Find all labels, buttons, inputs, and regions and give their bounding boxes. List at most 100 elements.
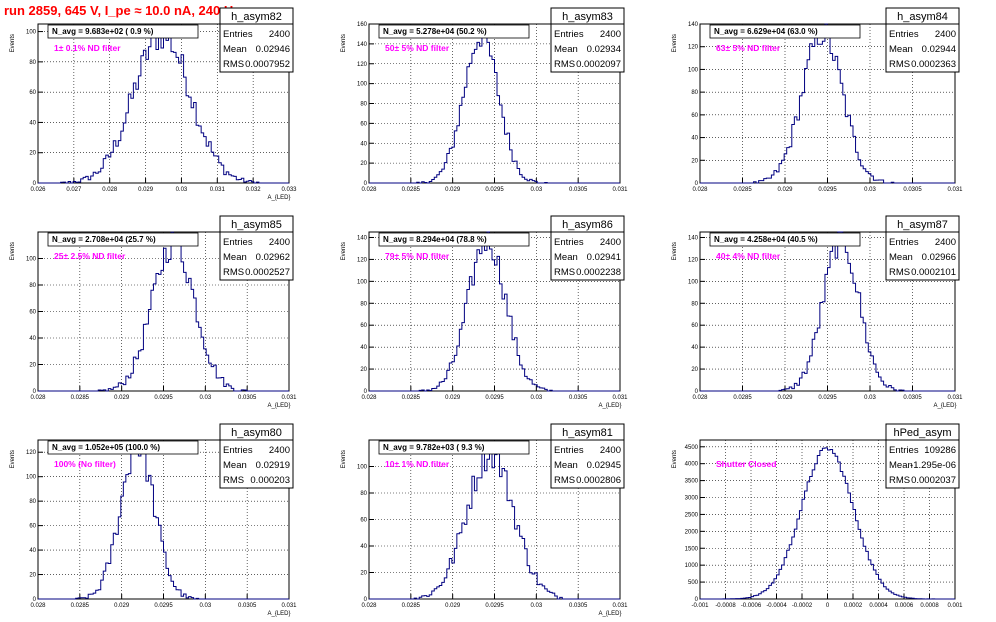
y-tick-label: 20 [691,158,698,164]
y-tick-label: 120 [688,45,699,51]
histogram-panel-h_asym83: 0.028 0.0285 0.029 0.0295 0.03 0.0305 0.031 0 20… [341,7,628,193]
stats-key: RMS [554,475,575,486]
x-tick-label: 0.0305 [569,395,588,401]
y-axis-title: Events [672,34,678,52]
x-tick-label: 0.0295 [818,395,837,401]
stats-key: RMS [223,267,244,278]
x-tick-label: 0.028 [102,187,118,193]
navg-box [378,232,530,247]
y-tick-label: 40 [29,548,36,554]
x-tick-label: 0.028 [30,395,46,401]
x-tick-label: -0.0006 [741,603,762,609]
stats-key: Mean [223,44,247,55]
stats-value: 0.0002806 [576,475,621,486]
x-tick-label: 0.031 [281,395,297,401]
stats-key: RMS [223,59,244,70]
x-tick-label: 0.0295 [154,603,173,609]
x-tick-label: 0.0305 [903,187,922,193]
stats-value: 0.0002527 [245,267,290,278]
stats-value: 0.02934 [587,44,621,55]
filter-label: 63± 5% ND filter [716,43,781,53]
stats-key: Entries [889,29,919,40]
y-tick-label: 0 [33,389,37,395]
histogram-name: h_asym82 [231,11,282,23]
histogram-name: h_asym87 [897,219,948,231]
x-axis-title: A_{LED} [267,195,290,201]
x-tick-label: 0.031 [612,603,628,609]
stats-key: Mean [223,460,247,471]
histogram-panel-h_asym86: 0.028 0.0285 0.029 0.0295 0.03 0.0305 0.031 0 20… [341,215,628,409]
y-axis-title: Events [10,242,16,260]
y-tick-label: 0 [364,389,368,395]
stats-value: 0.02919 [256,460,290,471]
x-tick-label: 0.0285 [733,395,752,401]
x-tick-label: 0.026 [30,187,46,193]
stats-value: 2400 [600,445,621,456]
navg-label: N_avg = 9.683e+02 ( 0.9 %) [52,27,154,36]
filter-label: 25± 2.5% ND filter [54,251,126,261]
x-tick-label: 0.031 [210,187,226,193]
stats-value: 0.02945 [587,460,621,471]
x-tick-label: 0.03 [199,603,211,609]
navg-box [709,232,861,247]
x-tick-label: 0.031 [947,395,963,401]
y-tick-label: 80 [691,301,698,307]
x-tick-label: 0.0285 [402,603,421,609]
x-tick-label: -0.0008 [715,603,736,609]
x-tick-label: 0.029 [777,395,793,401]
y-tick-label: 60 [29,90,36,96]
stats-value: 2400 [600,29,621,40]
x-axis-title: A_{LED} [598,403,621,409]
y-axis-title: Events [10,450,16,468]
navg-label: N_avg = 8.294e+04 (78.8 %) [383,235,487,244]
histogram-line [38,446,289,600]
x-tick-label: 0.029 [445,187,461,193]
y-tick-label: 40 [691,345,698,351]
stats-value: 2400 [269,29,290,40]
histogram-line [38,28,289,184]
stats-value: 2400 [935,29,956,40]
y-tick-label: 3500 [685,479,699,485]
y-tick-label: 120 [357,62,368,68]
y-tick-label: 100 [688,279,699,285]
x-tick-label: 0.0295 [485,187,504,193]
y-tick-label: 40 [360,141,367,147]
y-tick-label: 80 [29,60,36,66]
x-tick-label: 0.0008 [920,603,939,609]
navg-label: N_avg = 5.278e+04 (50.2 %) [383,27,487,36]
stats-key: Entries [554,237,584,248]
y-tick-label: 120 [26,450,37,456]
stats-key: Entries [554,29,584,40]
y-tick-label: 140 [688,22,699,28]
stats-box [885,215,960,281]
y-tick-label: 20 [360,161,367,167]
histogram-panel-h_asym85: 0.028 0.0285 0.029 0.0295 0.03 0.0305 0.031 0 20… [10,215,297,409]
stats-key: Mean [223,252,247,263]
x-tick-label: -0.0002 [792,603,813,609]
stats-value: 0.02941 [587,252,621,263]
y-tick-label: 3000 [685,496,699,502]
x-tick-label: 0.028 [361,187,377,193]
y-tick-label: 20 [360,367,367,373]
stats-value: 0.02946 [256,44,290,55]
y-tick-label: 40 [29,336,36,342]
y-tick-label: 0 [364,597,368,603]
navg-label: N_avg = 2.708e+04 (25.7 %) [52,235,156,244]
y-tick-label: 140 [357,235,368,241]
filter-label: 50± 5% ND filter [385,43,450,53]
x-tick-label: 0.031 [612,187,628,193]
stats-box [219,7,294,73]
y-tick-label: 1500 [685,546,699,552]
filter-label: 100% (No filter) [54,459,116,469]
stats-box [550,215,625,281]
y-tick-label: 100 [357,279,368,285]
x-tick-label: 0.0285 [733,187,752,193]
histogram-name: h_asym80 [231,427,282,439]
y-tick-label: 60 [360,121,367,127]
y-tick-label: 0 [695,389,699,395]
y-tick-label: 100 [357,465,368,471]
x-tick-label: 0.03 [530,395,542,401]
x-tick-label: 0.029 [445,395,461,401]
stats-value: 0.02966 [922,252,956,263]
y-tick-label: 0 [695,597,699,603]
